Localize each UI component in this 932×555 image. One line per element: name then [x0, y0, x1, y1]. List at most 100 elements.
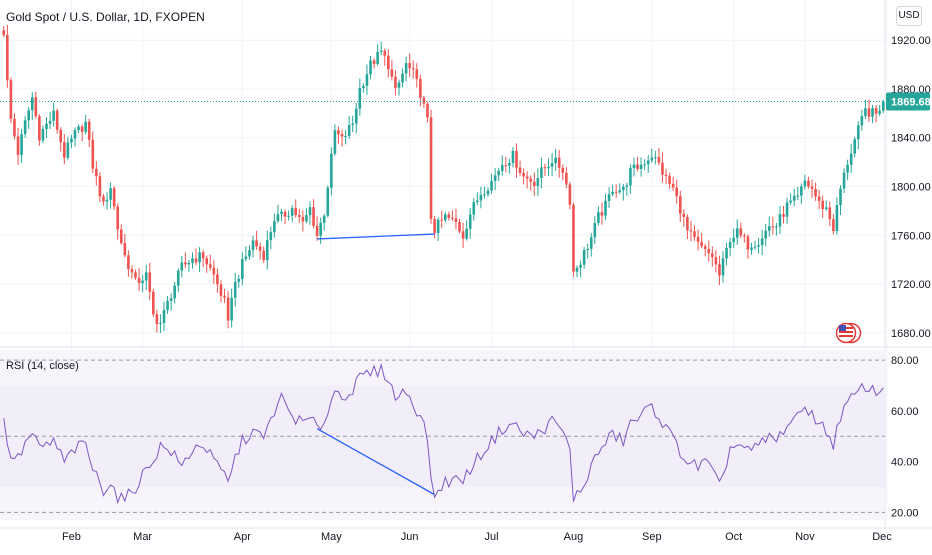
candle-body: [486, 190, 490, 195]
candle-body: [287, 215, 290, 217]
candle-body: [255, 240, 258, 247]
candle-body: [91, 139, 95, 169]
candle-body: [244, 256, 248, 260]
candle-body: [55, 110, 59, 130]
time-tick-label: Jul: [485, 531, 499, 543]
candle-body: [95, 168, 98, 177]
candle-body: [728, 242, 732, 248]
candle-body: [294, 208, 298, 216]
candle-body: [390, 69, 394, 77]
candle-body: [511, 150, 515, 163]
candle-body: [711, 253, 714, 258]
candle-body: [394, 76, 397, 88]
candle-body: [315, 225, 319, 236]
us-flag-icon[interactable]: [835, 321, 862, 345]
candle-body: [636, 164, 639, 170]
candle-body: [757, 245, 760, 247]
candle-body: [187, 262, 191, 265]
candle-body: [13, 118, 16, 137]
candle-body: [582, 250, 586, 265]
candle-body: [828, 207, 832, 220]
candle-body: [141, 280, 144, 284]
candle-body: [152, 291, 155, 315]
candle-body: [362, 85, 365, 88]
candle-body: [721, 258, 725, 276]
candle-body: [639, 164, 643, 170]
candle-body: [650, 157, 654, 161]
candle-body: [839, 188, 842, 206]
candle-body: [518, 167, 522, 173]
candle-body: [98, 176, 102, 197]
candle-body: [415, 69, 419, 79]
candle-body: [849, 153, 853, 165]
candle-body: [810, 186, 814, 189]
candle-body: [166, 300, 169, 310]
rsi-trendline[interactable]: [316, 428, 435, 496]
candle-body: [689, 230, 693, 232]
candle-body: [347, 125, 351, 137]
candle-body: [9, 80, 13, 119]
chart-title: Gold Spot / U.S. Dollar, 1D, FXOPEN: [6, 10, 205, 24]
candle-body: [212, 267, 216, 275]
candle-body: [579, 264, 582, 268]
candle-body: [725, 247, 728, 259]
candle-body: [219, 284, 223, 296]
candle-body: [629, 168, 632, 186]
candle-body: [821, 200, 824, 210]
price-tick-label: 1840.00: [891, 133, 931, 145]
rsi-label: RSI (14, close): [6, 360, 79, 372]
candle-body: [358, 87, 362, 109]
candle-body: [351, 123, 355, 126]
candle-body: [194, 258, 198, 263]
candle-body: [461, 231, 465, 239]
candle-body: [433, 218, 436, 234]
candle-body: [760, 238, 764, 246]
candle-body: [127, 255, 130, 270]
price-trendline[interactable]: [317, 233, 435, 240]
candle-body: [73, 130, 77, 139]
candle-body: [479, 194, 483, 201]
candle-body: [842, 172, 846, 189]
candle-body: [589, 237, 593, 249]
candle-body: [561, 167, 565, 173]
candle-body: [451, 217, 454, 219]
rsi-tick-label: 80.00: [891, 355, 919, 367]
candle-body: [700, 241, 703, 247]
candle-body: [860, 116, 864, 126]
rsi-tick-label: 20.00: [891, 507, 919, 519]
candle-body: [369, 60, 372, 75]
candle-body: [16, 136, 20, 155]
candle-body: [134, 272, 137, 278]
candle-body: [540, 167, 543, 179]
candle-body: [411, 68, 415, 70]
candle-body: [372, 60, 376, 64]
candle-body: [465, 228, 468, 239]
candle-body: [864, 108, 867, 117]
candle-body: [251, 240, 255, 251]
candle-body: [401, 73, 404, 83]
candle-body: [622, 186, 625, 191]
candle-body: [45, 123, 48, 130]
candle-body: [80, 126, 84, 132]
candle-body: [792, 195, 796, 201]
time-tick-label: Apr: [234, 531, 251, 543]
candle-body: [159, 323, 162, 325]
rsi-tick-label: 60.00: [891, 406, 919, 418]
candle-body: [775, 226, 778, 228]
candle-body: [226, 297, 230, 321]
candle-body: [23, 120, 27, 135]
candle-body: [102, 196, 105, 202]
candle-body: [493, 175, 497, 182]
candle-body: [41, 129, 45, 141]
currency-button[interactable]: USD: [896, 6, 922, 26]
candle-body: [803, 180, 807, 187]
rsi-tick-label: 40.00: [891, 457, 919, 469]
candle-body: [123, 243, 127, 256]
candle-body: [223, 295, 226, 298]
candle-body: [426, 103, 429, 118]
candle-body: [543, 167, 547, 169]
candle-body: [874, 108, 878, 114]
candle-body: [116, 206, 120, 230]
candle-body: [796, 195, 800, 197]
